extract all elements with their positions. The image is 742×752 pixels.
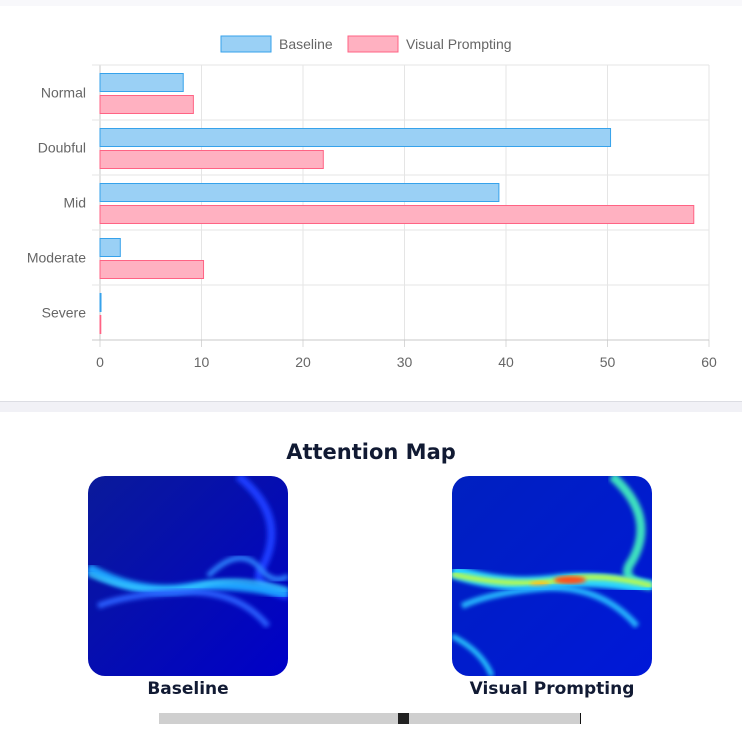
y-tick-label: Normal: [41, 85, 86, 101]
y-tick-label: Mid: [63, 195, 86, 211]
legend-swatch: [347, 35, 399, 53]
comparison-slider-thumb[interactable]: [397, 713, 409, 724]
baseline-heatmap-image: [88, 476, 288, 676]
x-tick-label: 30: [397, 354, 413, 370]
x-tick-label: 50: [600, 354, 616, 370]
visual-prompting-caption: Visual Prompting: [469, 679, 635, 699]
chart-card: 0 10 20 30 40 50 60 Normal Doubful Mid Moderate Sev…: [0, 0, 742, 402]
x-tick-label: 0: [96, 354, 104, 370]
y-tick-label: Moderate: [27, 250, 86, 266]
legend-swatch: [220, 35, 272, 53]
section-divider: [0, 402, 742, 412]
baseline-caption: Baseline: [147, 679, 229, 699]
bar-visual-prompting: [99, 315, 102, 334]
baseline-map-card: Baseline: [88, 476, 288, 699]
bar-baseline: [99, 293, 102, 312]
bar-visual-prompting: [99, 205, 695, 224]
x-tick-label: 10: [194, 354, 210, 370]
bar-visual-prompting: [99, 260, 205, 279]
y-tick-label: Severe: [42, 305, 87, 321]
bar-baseline: [99, 128, 612, 147]
bar-visual-prompting: [99, 95, 194, 114]
top-strip: [0, 0, 742, 6]
x-tick-label: 20: [295, 354, 311, 370]
visual-prompting-map-card: Visual Prompting: [452, 476, 652, 699]
bar-baseline: [99, 183, 500, 202]
slider-end-marker: [580, 713, 581, 724]
bar-chart: 0 10 20 30 40 50 60 Normal Doubful Mid Moderate Sev…: [27, 35, 717, 370]
x-tick-label: 60: [701, 354, 717, 370]
y-tick-label: Doubful: [38, 140, 86, 156]
x-tick-label: 40: [498, 354, 514, 370]
legend-label: Visual Prompting: [406, 36, 512, 52]
visual-prompting-heatmap-image: [452, 476, 652, 676]
legend-label: Baseline: [279, 36, 333, 52]
bar-baseline: [99, 73, 184, 92]
bar-baseline: [99, 238, 121, 257]
comparison-slider-track[interactable]: [159, 713, 580, 724]
bar-visual-prompting: [99, 150, 324, 169]
attention-map-title: Attention Map: [286, 440, 456, 464]
